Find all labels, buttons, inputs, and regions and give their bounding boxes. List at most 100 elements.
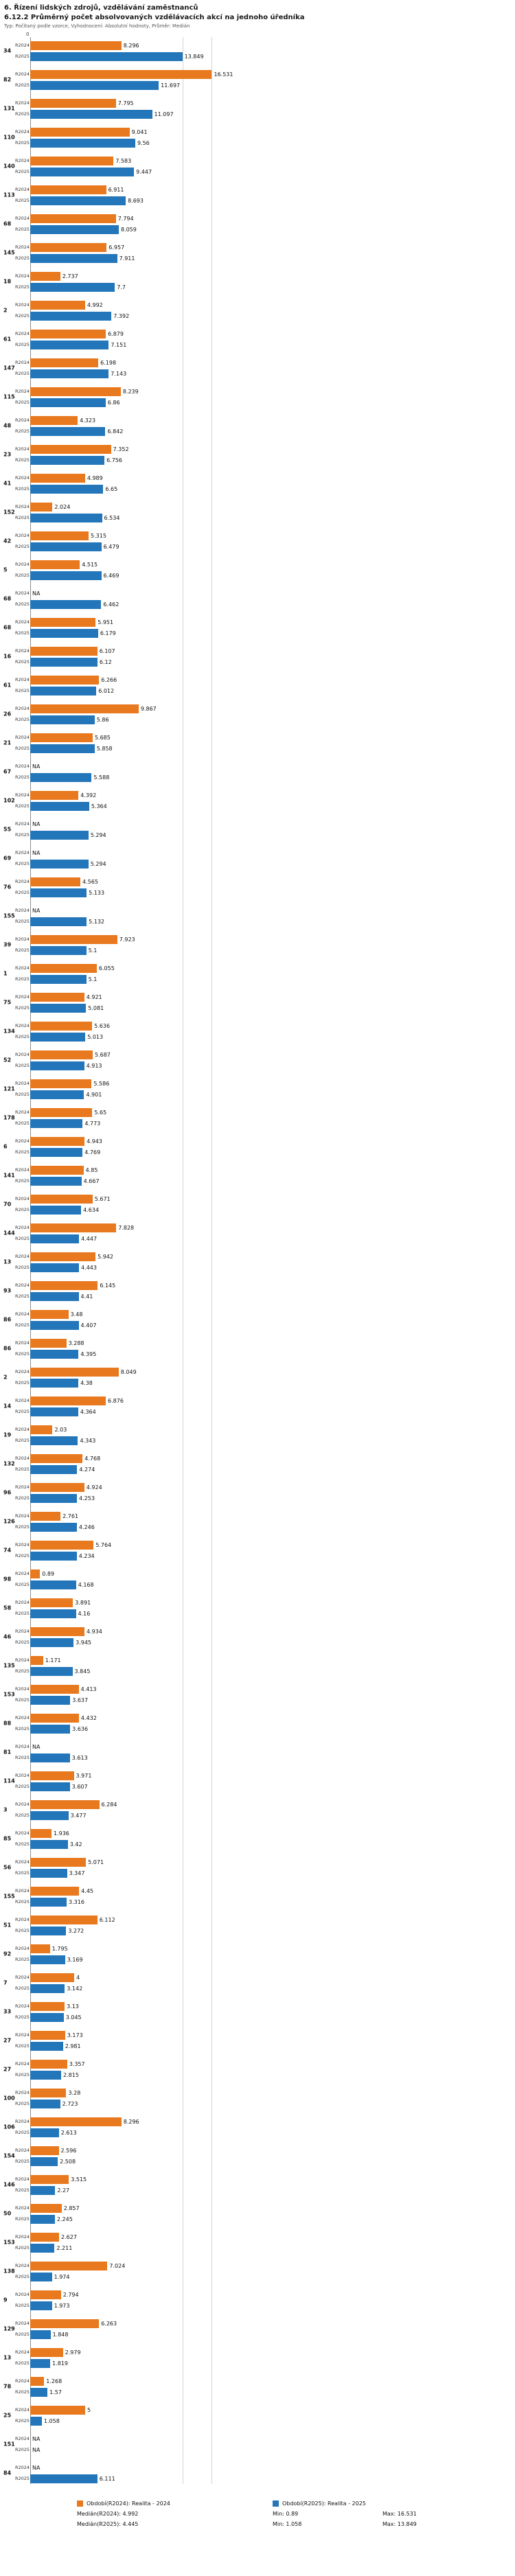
- series-label: R2024: [15, 302, 30, 308]
- value-label: 4.168: [78, 1581, 94, 1588]
- chart-row: 21 R2024 5.685 R2025 5.858: [0, 732, 515, 754]
- series-label: R2024: [15, 2321, 30, 2326]
- bar-r2025: [30, 945, 87, 955]
- value-label: 4.45: [81, 1887, 93, 1894]
- value-label: NA: [32, 2464, 41, 2471]
- bar-line-r2025: R2025 4.343: [0, 1435, 515, 1446]
- bar-r2025: [30, 2301, 52, 2310]
- bar-r2025: [30, 1897, 67, 1907]
- bar-line-r2025: R2025 6.842: [0, 426, 515, 437]
- bar-line-r2025: R2025 7.7: [0, 281, 515, 292]
- bar-line-r2025: R2025 3.045: [0, 2012, 515, 2023]
- bar-track: 5.1: [30, 974, 97, 985]
- chart-row: 140 R2024 7.583 R2025 9.447: [0, 155, 515, 177]
- bar-track: 6.198: [30, 357, 116, 368]
- bar-track: 5.315: [30, 530, 106, 541]
- series-label: R2025: [15, 169, 30, 174]
- series-label: R2025: [15, 2130, 30, 2135]
- row-id-label: 51: [3, 1922, 12, 1929]
- bar-track: 7.7: [30, 281, 126, 292]
- value-label: 3.173: [67, 2032, 83, 2038]
- bar-line-r2025: R2025 4.246: [0, 1521, 515, 1532]
- bar-r2024: [30, 1655, 43, 1665]
- bar-track: 4.16: [30, 1608, 90, 1619]
- value-label: 7.352: [113, 446, 129, 452]
- chart-row: 23 R2024 7.352 R2025 6.756: [0, 444, 515, 465]
- row-id-label: 88: [3, 1720, 12, 1727]
- bar-track: 7.151: [30, 339, 126, 350]
- value-label: 0.89: [42, 1570, 55, 1577]
- bar-r2025: [30, 282, 115, 292]
- value-label: 7.392: [113, 312, 130, 319]
- bar-track: 6.842: [30, 426, 123, 437]
- legend-row: Období(R2024): Realita - 2024 Období(R20…: [77, 2500, 515, 2507]
- value-label: 5.081: [88, 1004, 104, 1011]
- value-label: 4.413: [80, 1686, 97, 1692]
- bar-track: 6.055: [30, 963, 115, 974]
- bar-r2024: [30, 1540, 94, 1550]
- series-label: R2025: [15, 2101, 30, 2106]
- bar-track: 16.531: [30, 69, 233, 80]
- bar-line-r2024: R2024 0.89: [0, 1568, 515, 1579]
- value-label: 6.86: [107, 399, 120, 406]
- value-label: 4.901: [86, 1091, 102, 1098]
- bar-r2025: [30, 599, 102, 609]
- value-label: 5.65: [94, 1109, 107, 1116]
- series-label: R2025: [15, 919, 30, 924]
- series-label: R2025: [15, 1063, 30, 1068]
- bar-track: 2.737: [30, 271, 78, 281]
- chart-row: 114 R2024 3.971 R2025 3.607: [0, 1770, 515, 1792]
- series-label: R2025: [15, 1986, 30, 1991]
- chart-row: 102 R2024 4.392 R2025 5.364: [0, 790, 515, 812]
- series-label: R2025: [15, 1582, 30, 1587]
- bar-track: 4.234: [30, 1550, 95, 1561]
- row-id-label: 2: [3, 307, 8, 314]
- bar-track: 6.179: [30, 628, 116, 639]
- chart-row: 6 R2024 4.943 R2025 4.769: [0, 1136, 515, 1158]
- bar-track: 2.211: [30, 2242, 72, 2253]
- bar-r2025: [30, 1522, 77, 1532]
- bar-track: 5: [30, 2404, 91, 2415]
- bar-line-r2025: R2025 5.132: [0, 916, 515, 927]
- value-label: 6.112: [99, 1916, 115, 1923]
- bar-line-r2025: R2025 4.447: [0, 1233, 515, 1244]
- row-id-label: 154: [3, 2152, 15, 2159]
- series-label: R2024: [15, 2032, 30, 2038]
- chart-row: 50 R2024 2.857 R2025 2.245: [0, 2203, 515, 2224]
- bar-line-r2025: R2025 1.848: [0, 2329, 515, 2340]
- value-label: 9.447: [136, 168, 152, 175]
- series-label: R2024: [15, 43, 30, 48]
- bar-r2025: [30, 426, 106, 436]
- value-label: 2.737: [62, 273, 78, 279]
- bar-track: 8.296: [30, 40, 139, 51]
- series-label: R2025: [15, 2187, 30, 2193]
- bar-line-r2025: R2025 6.179: [0, 628, 515, 639]
- bar-line-r2025: R2025 4.667: [0, 1175, 515, 1186]
- bar-line-r2024: R2024 2.03: [0, 1424, 515, 1435]
- bar-line-r2024: R2024 6.263: [0, 2318, 515, 2329]
- bar-track: 4.38: [30, 1377, 93, 1388]
- value-label: 4.989: [87, 474, 103, 481]
- row-id-label: 61: [3, 336, 12, 343]
- row-id-label: 102: [3, 797, 15, 804]
- value-label: 9.56: [137, 139, 150, 146]
- bar-r2025: [30, 1090, 84, 1099]
- bar-track: 8.693: [30, 195, 144, 206]
- series-label: R2025: [15, 1524, 30, 1530]
- value-label: 7.794: [117, 215, 134, 222]
- bar-track: 7.024: [30, 2260, 125, 2271]
- bar-track: 4.634: [30, 1204, 99, 1215]
- bar-line-r2025: R2025 2.981: [0, 2040, 515, 2051]
- bar-line-r2025: R2025 6.12: [0, 656, 515, 667]
- bar-line-r2024: R2024 6.957: [0, 242, 515, 253]
- chart-row: 25 R2024 5 R2025 1.058: [0, 2404, 515, 2426]
- value-label: 4.364: [80, 1408, 96, 1415]
- bar-line-r2024: R2024 1.171: [0, 1655, 515, 1666]
- bar-line-r2025: R2025 6.534: [0, 512, 515, 523]
- bar-r2025: [30, 1983, 65, 1993]
- bar-line-r2025: R2025 4.634: [0, 1204, 515, 1215]
- bar-track: 4.943: [30, 1136, 102, 1147]
- bar-r2024: [30, 1482, 84, 1492]
- bar-r2024: [30, 2059, 67, 2069]
- row-id-label: 147: [3, 365, 15, 371]
